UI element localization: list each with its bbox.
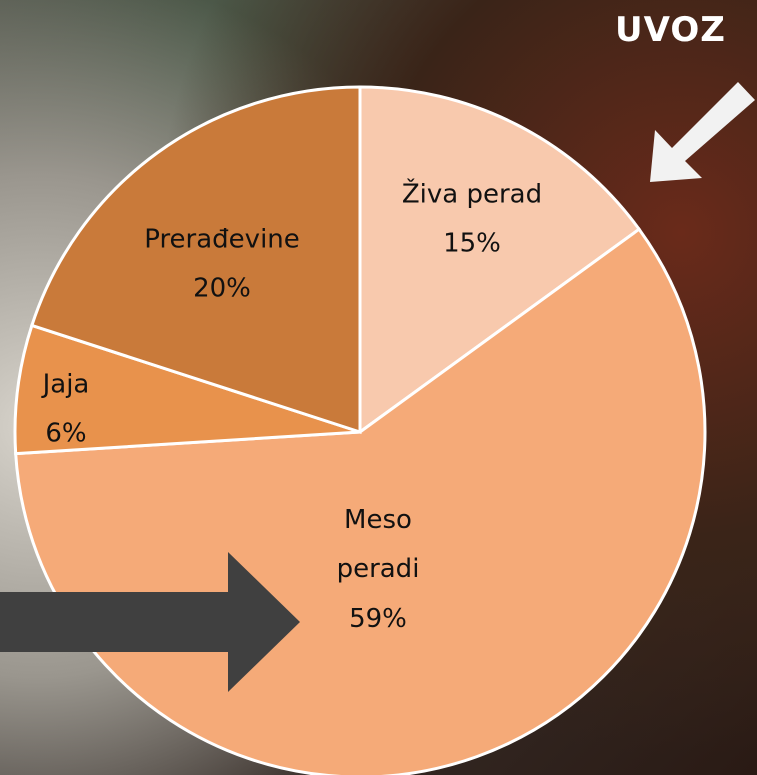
- category-label: Prerađevine: [144, 224, 300, 255]
- pie-slice: [358, 85, 642, 435]
- pie-slice: [13, 323, 361, 456]
- slice-label: Jaja 6%: [26, 361, 106, 460]
- slice-label: Prerađevine 20%: [112, 216, 332, 315]
- slice-label: Meso peradi 59%: [313, 496, 443, 644]
- export-arrow: [0, 552, 300, 692]
- value-label: 59%: [349, 603, 407, 634]
- category-label: Meso peradi: [336, 504, 420, 585]
- category-label: Živa perad: [401, 179, 543, 210]
- category-label: Jaja: [42, 369, 90, 400]
- value-label: 20%: [193, 274, 251, 304]
- value-label: 6%: [45, 419, 87, 449]
- slice-label: Živa perad 15%: [372, 171, 572, 270]
- import-arrow: [650, 82, 755, 182]
- value-label: 15%: [443, 229, 501, 259]
- pie-slice: [29, 85, 362, 435]
- chart-title: UVOZ: [615, 10, 726, 50]
